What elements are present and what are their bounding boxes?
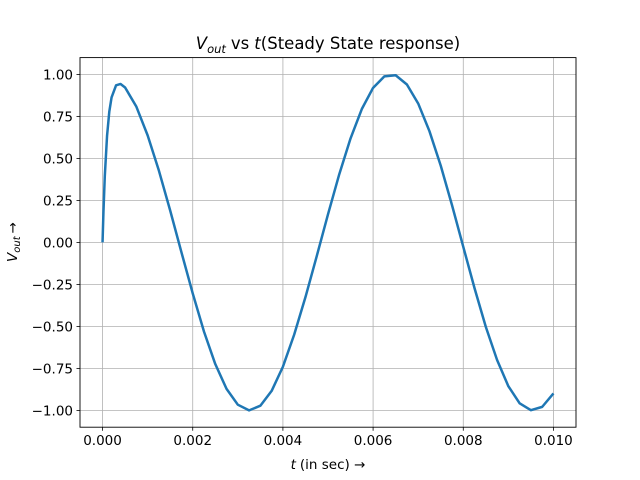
y-tick-label: −0.25 (32, 277, 73, 293)
y-label-part: V (5, 251, 21, 262)
y-axis-label: Vout → (5, 222, 23, 262)
title-part: out (207, 42, 226, 56)
title-part: (Steady State response) (261, 34, 460, 53)
y-tick-label: 0.50 (43, 151, 73, 167)
y-tick-label: 0.25 (43, 193, 73, 209)
y-tick-label: 1.00 (43, 67, 73, 83)
title-part: t (254, 34, 261, 53)
x-tick-label: 0.008 (444, 433, 483, 449)
y-label-part: out (12, 235, 23, 252)
title-part: vs (231, 34, 249, 53)
x-label-part: (in sec) → (300, 457, 366, 473)
x-tick-label: 0.006 (354, 433, 393, 449)
x-label-part: t (291, 457, 297, 473)
data-line (101, 73, 555, 412)
chart-title: Vout vs t(Steady State response) (196, 34, 460, 56)
y-tick-label: −1.00 (32, 403, 73, 419)
plot (101, 73, 555, 412)
y-tick-label: −0.75 (32, 361, 73, 377)
y-tick-label: −0.50 (32, 319, 73, 335)
y-label-part: → (5, 222, 21, 233)
x-axis-label: t (in sec) → (291, 457, 366, 473)
x-tick-label: 0.002 (173, 433, 212, 449)
x-tick-label: 0.010 (534, 433, 573, 449)
title-part: V (196, 34, 209, 53)
y-tick-label: 0.75 (43, 109, 73, 125)
x-tick-label: 0.000 (83, 433, 122, 449)
y-tick-label: 0.00 (43, 235, 73, 251)
x-tick-label: 0.004 (264, 433, 303, 449)
